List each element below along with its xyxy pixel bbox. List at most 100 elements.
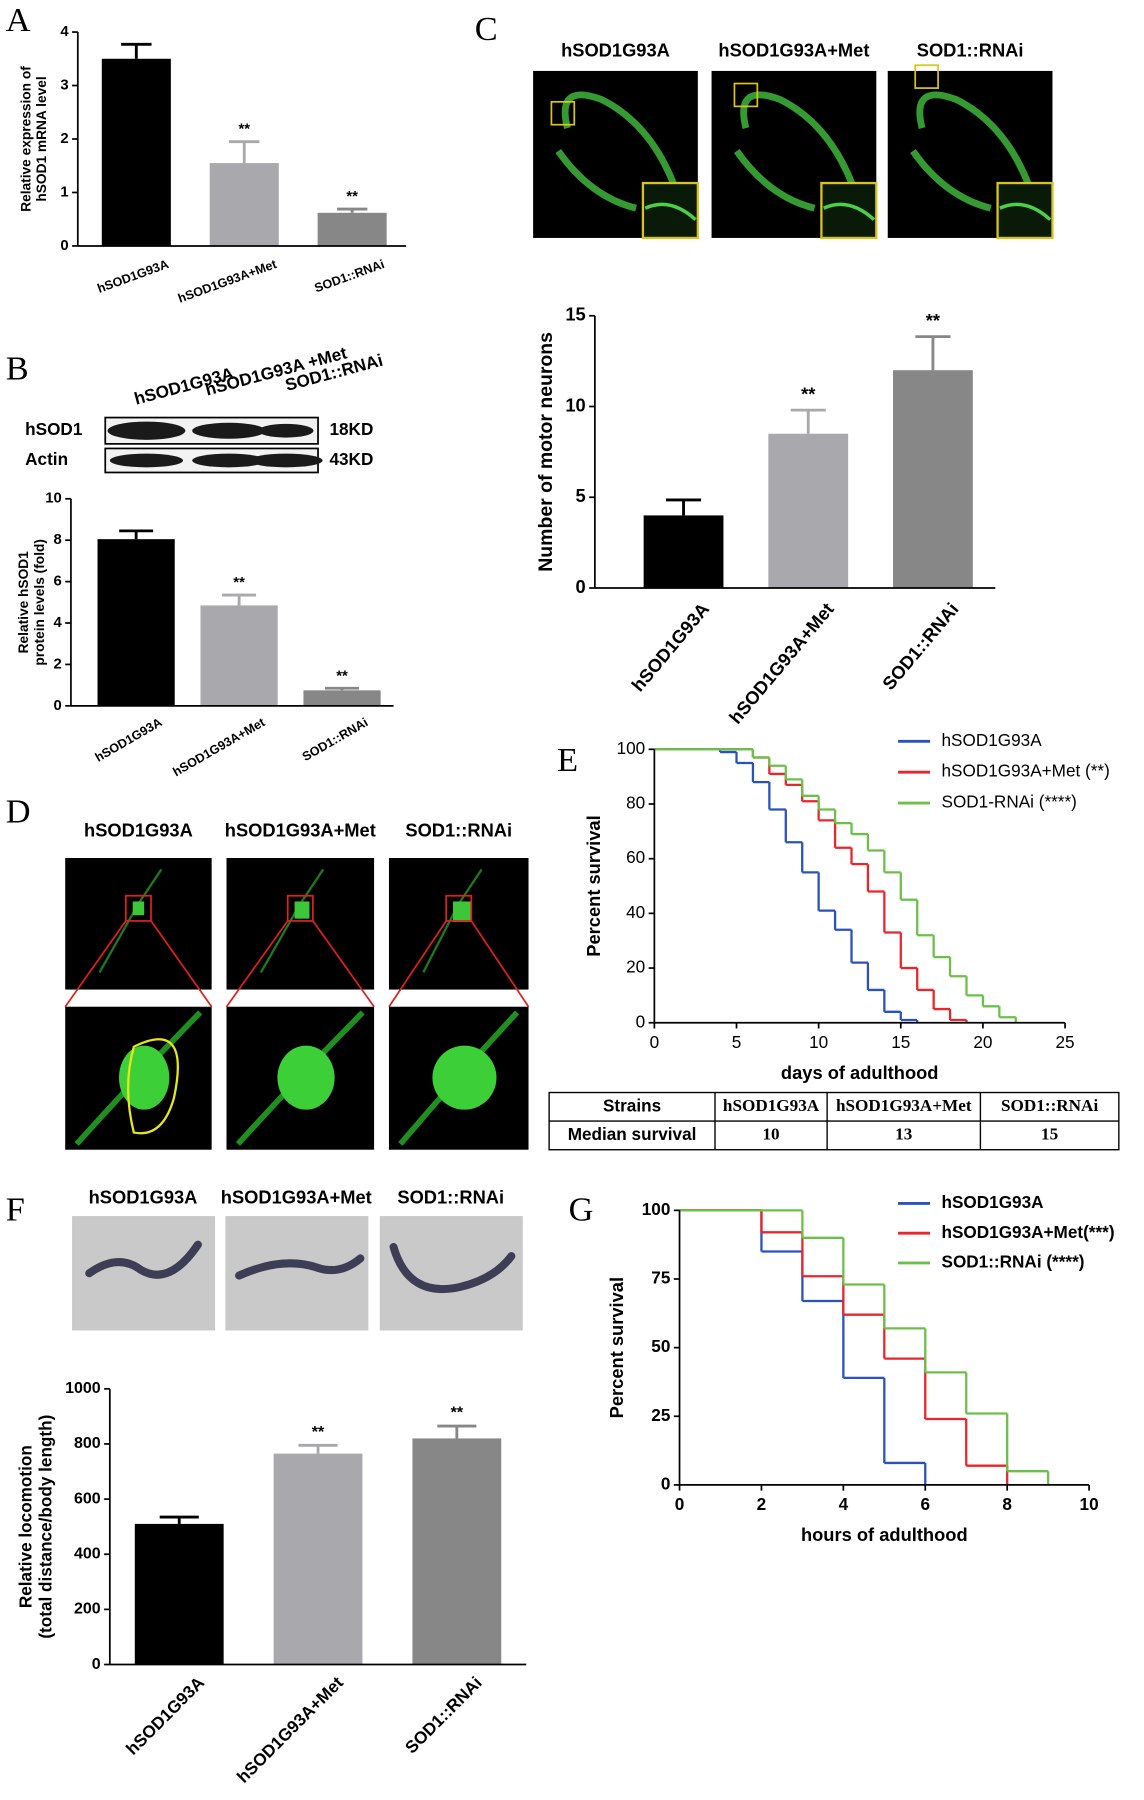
bar	[643, 515, 724, 589]
significance-label: **	[238, 122, 250, 138]
x-tick-label: hSOD1G93A	[95, 257, 170, 296]
blot-band	[192, 453, 266, 468]
x-tick-label: hSOD1G93A+Met	[176, 257, 279, 306]
legend-label: hSOD1G93A	[942, 730, 1043, 750]
y-axis-label: Percent survival	[583, 815, 604, 956]
x-tick-label: 0	[675, 1494, 685, 1514]
x-tick-label: hSOD1G93A+Met	[725, 598, 838, 727]
legend-label: SOD1-RNAi (****)	[942, 792, 1077, 812]
table-cell: 10	[762, 1124, 779, 1143]
image-title: hSOD1G93A+Met	[718, 39, 869, 60]
soma-outline	[126, 1038, 179, 1135]
blot-size-label: 18KD	[329, 419, 373, 439]
bar	[97, 539, 175, 706]
zoom-box	[914, 64, 939, 89]
image-title: SOD1::RNAi	[917, 39, 1024, 60]
image-title: hSOD1G93A	[561, 39, 670, 60]
y-tick-label: 0	[576, 576, 586, 597]
y-tick-label: 80	[626, 793, 645, 813]
panel-letter: A	[6, 1, 31, 39]
significance-label: **	[801, 383, 816, 404]
bar	[273, 1453, 363, 1665]
x-tick-label: 25	[1056, 1032, 1075, 1052]
y-tick-label: 0	[60, 238, 68, 254]
soma	[432, 1045, 497, 1110]
worm-fluorescence	[555, 91, 686, 212]
y-tick-label: 4	[60, 24, 69, 40]
legend-label: SOD1::RNAi (****)	[942, 1252, 1085, 1272]
table-cell: Median survival	[568, 1124, 697, 1144]
micrograph	[388, 858, 529, 990]
blot-band	[107, 421, 186, 440]
zoom-line	[150, 920, 213, 1008]
soma	[277, 1045, 335, 1110]
worm	[389, 1242, 516, 1294]
bar	[893, 370, 973, 589]
panel-letter: F	[6, 1191, 25, 1229]
blot-band	[249, 453, 323, 468]
zoom-box	[445, 894, 473, 922]
micrograph	[226, 858, 375, 990]
y-axis-label: Relative locomotion(total distance/body …	[15, 1415, 55, 1639]
significance-label: **	[233, 575, 245, 591]
worm-fluorescence	[910, 91, 1040, 212]
table-cell: SOD1::RNAi	[1001, 1096, 1098, 1115]
image-title: SOD1::RNAi	[405, 820, 512, 841]
panel-letter: G	[569, 1191, 594, 1229]
inset-fluorescence	[822, 202, 876, 221]
y-tick-label: 10	[565, 394, 585, 415]
image-title: hSOD1G93A	[89, 1187, 198, 1208]
y-tick-label: 100	[617, 738, 646, 758]
x-tick-label: SOD1::RNAi	[313, 257, 387, 295]
x-tick-label: hSOD1G93A	[93, 715, 165, 765]
zoom-line	[470, 920, 530, 1008]
x-axis-label: days of adulthood	[781, 1062, 939, 1083]
figure-body: hSOD1G93A**hSOD1G93A+Met**SOD1::RNAi0123…	[6, 1, 1120, 1787]
y-axis-label: Relative hSOD1protein levels (fold)	[16, 539, 47, 666]
soma	[118, 1045, 170, 1110]
y-tick-label: 25	[651, 1405, 671, 1425]
table-cell: Strains	[603, 1095, 661, 1115]
cell-body	[453, 901, 472, 923]
y-tick-label: 3	[60, 77, 68, 93]
significance-label: **	[336, 668, 348, 684]
bar	[768, 433, 849, 589]
y-axis-label-line: Percent survival	[606, 1277, 627, 1418]
panel-letter: E	[557, 741, 578, 779]
y-axis-label-line: protein levels (fold)	[32, 539, 47, 666]
bar	[412, 1438, 502, 1665]
y-axis-label-line: (total distance/body length)	[35, 1415, 55, 1639]
inset	[996, 181, 1054, 240]
zoom-box	[733, 82, 759, 108]
y-tick-label: 75	[651, 1268, 671, 1288]
y-axis-label: Percent survival	[606, 1277, 627, 1418]
image-title: hSOD1G93A+Met	[225, 820, 376, 841]
x-tick-label: 10	[809, 1032, 828, 1052]
zoom-box	[550, 100, 576, 126]
y-tick-label: 60	[626, 847, 645, 867]
y-tick-label: 2	[54, 656, 62, 672]
significance-label: **	[312, 1424, 325, 1441]
x-tick-label: SOD1::RNAi	[300, 715, 371, 764]
photo	[379, 1216, 523, 1331]
table-cell: hSOD1G93A+Met	[836, 1096, 972, 1115]
x-tick-label: 15	[891, 1032, 910, 1052]
micrograph	[65, 858, 212, 990]
y-tick-label: 0	[636, 1011, 646, 1031]
y-tick-label: 0	[92, 1656, 101, 1673]
x-tick-label: 10	[1080, 1494, 1099, 1514]
y-axis-label-line: Percent survival	[583, 815, 604, 956]
y-tick-label: 15	[565, 304, 585, 325]
legend-label: hSOD1G93A	[942, 1192, 1044, 1212]
y-tick-label: 20	[626, 957, 645, 977]
y-axis-label-line: Relative expression of	[18, 66, 33, 212]
y-axis-label-line: Number of motor neurons	[535, 332, 557, 572]
y-axis-label: Relative expression ofhSOD1 mRNA level	[18, 66, 49, 212]
inset	[641, 181, 699, 240]
y-tick-label: 10	[45, 491, 62, 507]
x-tick-label: 20	[973, 1032, 992, 1052]
inset-fluorescence	[999, 202, 1052, 221]
y-tick-label: 50	[651, 1336, 670, 1356]
legend-label: hSOD1G93A+Met(***)	[942, 1222, 1115, 1242]
